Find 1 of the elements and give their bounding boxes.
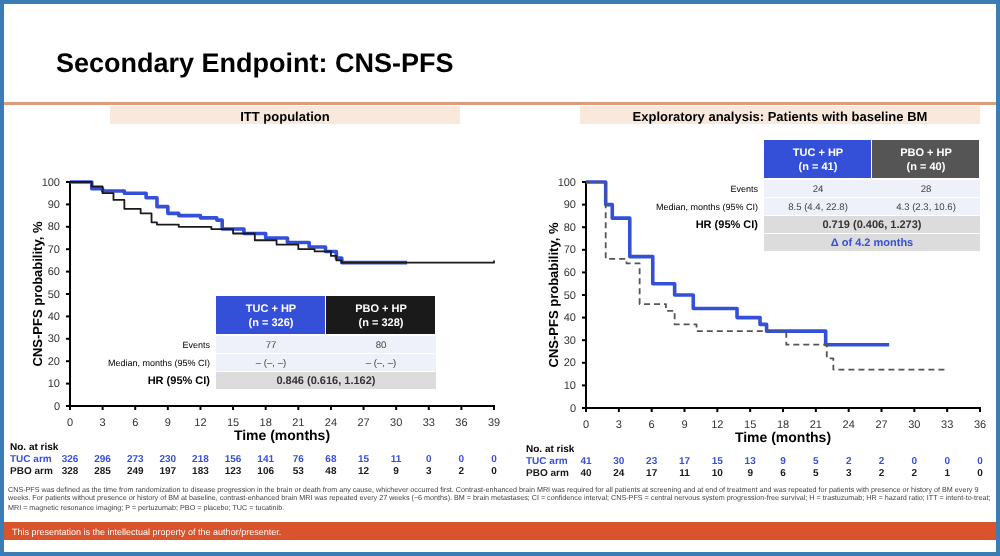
chart-title: Secondary Endpoint: CNS-PFS xyxy=(56,48,454,78)
